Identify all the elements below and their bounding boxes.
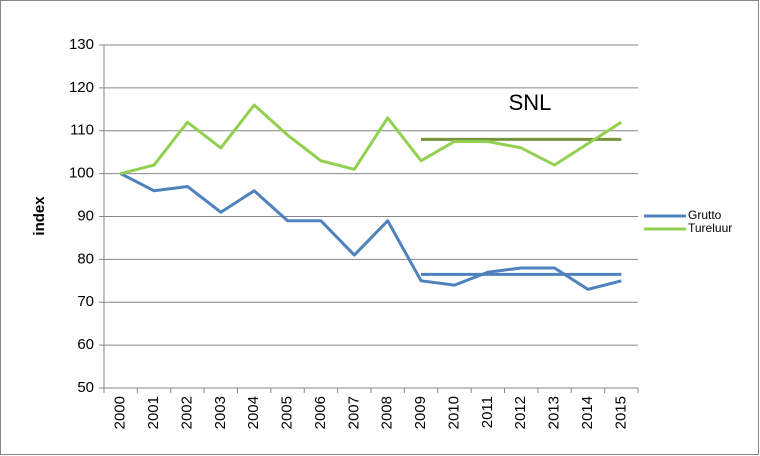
y-tick-label: 70 [77, 293, 94, 310]
y-tick-label: 130 [69, 36, 94, 53]
series-line [120, 172, 622, 291]
x-tick-label: 2012 [512, 396, 529, 429]
x-tick-label: 2008 [379, 396, 396, 429]
x-tick-label: 2014 [579, 396, 596, 429]
x-tick-label: 2011 [479, 396, 496, 428]
y-axis-label: index [31, 196, 48, 236]
x-tick-label: 2002 [178, 396, 195, 429]
y-tick-label: 50 [77, 379, 94, 396]
annotation: SNL [509, 90, 552, 115]
x-tick-label: 2015 [612, 396, 629, 429]
y-tick-label: 110 [70, 122, 94, 139]
series-line [120, 103, 623, 176]
y-tick-label: 90 [77, 207, 94, 224]
legend-label: Grutto [688, 208, 722, 222]
x-tick-label: 2009 [412, 396, 429, 429]
x-tick-label: 2000 [112, 396, 129, 429]
y-tick-label: 120 [69, 79, 94, 96]
y-tick-label: 60 [77, 336, 94, 353]
x-tick-label: 2006 [312, 396, 329, 429]
legend-label: Tureluur [688, 221, 732, 235]
x-tick-label: 2007 [345, 396, 362, 429]
x-tick-label: 2010 [445, 396, 462, 429]
x-tick-label: 2005 [279, 396, 296, 429]
x-tick-label: 2001 [145, 396, 162, 429]
y-tick-label: 100 [69, 165, 94, 182]
y-tick-label: 80 [77, 250, 94, 267]
x-tick-label: 2004 [245, 396, 262, 429]
x-tick-label: 2013 [546, 396, 563, 429]
x-tick-label: 2003 [212, 396, 229, 429]
